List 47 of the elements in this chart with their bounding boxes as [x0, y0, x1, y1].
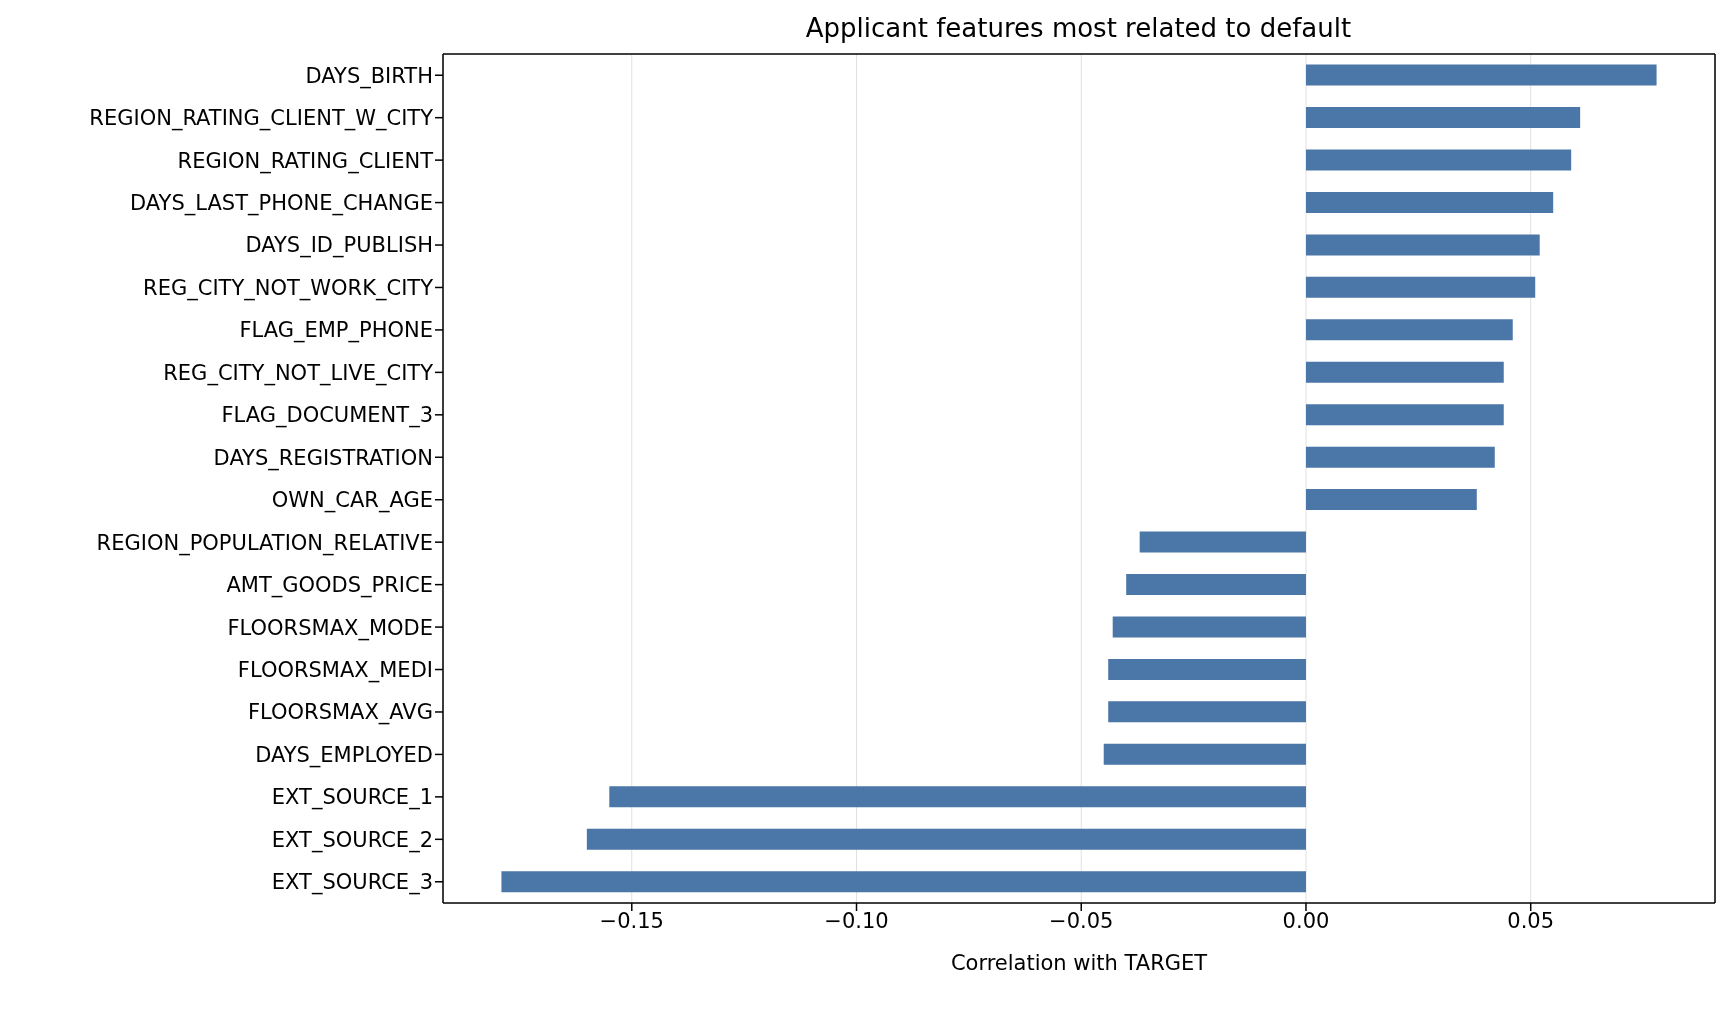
y-tick-label: REG_CITY_NOT_WORK_CITY: [143, 275, 434, 301]
y-tick-label: REG_CITY_NOT_LIVE_CITY: [163, 360, 434, 386]
bar: [586, 828, 1306, 850]
bar: [501, 871, 1306, 893]
bar: [1305, 64, 1657, 86]
y-tick-label: DAYS_ID_PUBLISH: [245, 233, 433, 259]
y-tick-label: REGION_POPULATION_RELATIVE: [96, 530, 433, 556]
x-tick-label: −0.10: [824, 908, 889, 933]
bar: [609, 786, 1306, 808]
y-tick-label: DAYS_EMPLOYED: [255, 742, 433, 768]
bar: [1305, 149, 1572, 171]
y-tick-label: EXT_SOURCE_3: [271, 870, 433, 896]
y-tick-label: OWN_CAR_AGE: [271, 488, 433, 514]
bar: [1305, 361, 1504, 383]
bar: [1108, 701, 1306, 723]
bar: [1305, 234, 1540, 256]
bar: [1305, 404, 1504, 426]
bar: [1108, 658, 1306, 680]
y-tick-label: FLAG_DOCUMENT_3: [221, 403, 433, 429]
y-tick-label: DAYS_REGISTRATION: [213, 445, 433, 471]
bar: [1103, 743, 1306, 765]
bar: [1112, 616, 1306, 638]
y-tick-label: FLOORSMAX_MEDI: [237, 657, 433, 683]
bar: [1305, 191, 1554, 213]
bar: [1305, 276, 1536, 298]
bar: [1305, 319, 1513, 341]
y-tick-label: AMT_GOODS_PRICE: [226, 573, 433, 599]
x-tick-label: 0.05: [1507, 908, 1555, 933]
y-tick-label: REGION_RATING_CLIENT: [177, 148, 434, 174]
x-tick-label: 0.00: [1282, 908, 1330, 933]
x-tick-label: −0.05: [1049, 908, 1114, 933]
y-tick-label: REGION_RATING_CLIENT_W_CITY: [89, 106, 434, 132]
y-tick-label: DAYS_LAST_PHONE_CHANGE: [130, 191, 433, 217]
y-tick-label: FLAG_EMP_PHONE: [239, 318, 433, 344]
y-tick-label: DAYS_BIRTH: [305, 63, 433, 89]
bar: [1305, 489, 1477, 511]
y-tick-label: FLOORSMAX_AVG: [247, 700, 433, 726]
bar: [1126, 574, 1306, 596]
bar: [1305, 446, 1495, 468]
y-tick-label: EXT_SOURCE_1: [271, 785, 433, 811]
y-tick-label: EXT_SOURCE_2: [271, 827, 433, 853]
bar: [1305, 107, 1581, 129]
x-axis-title: Correlation with TARGET: [950, 951, 1208, 975]
bar: [1139, 531, 1306, 553]
chart-title: Applicant features most related to default: [804, 12, 1353, 45]
x-tick-label: −0.15: [599, 908, 664, 933]
y-tick-label: FLOORSMAX_MODE: [227, 615, 433, 641]
